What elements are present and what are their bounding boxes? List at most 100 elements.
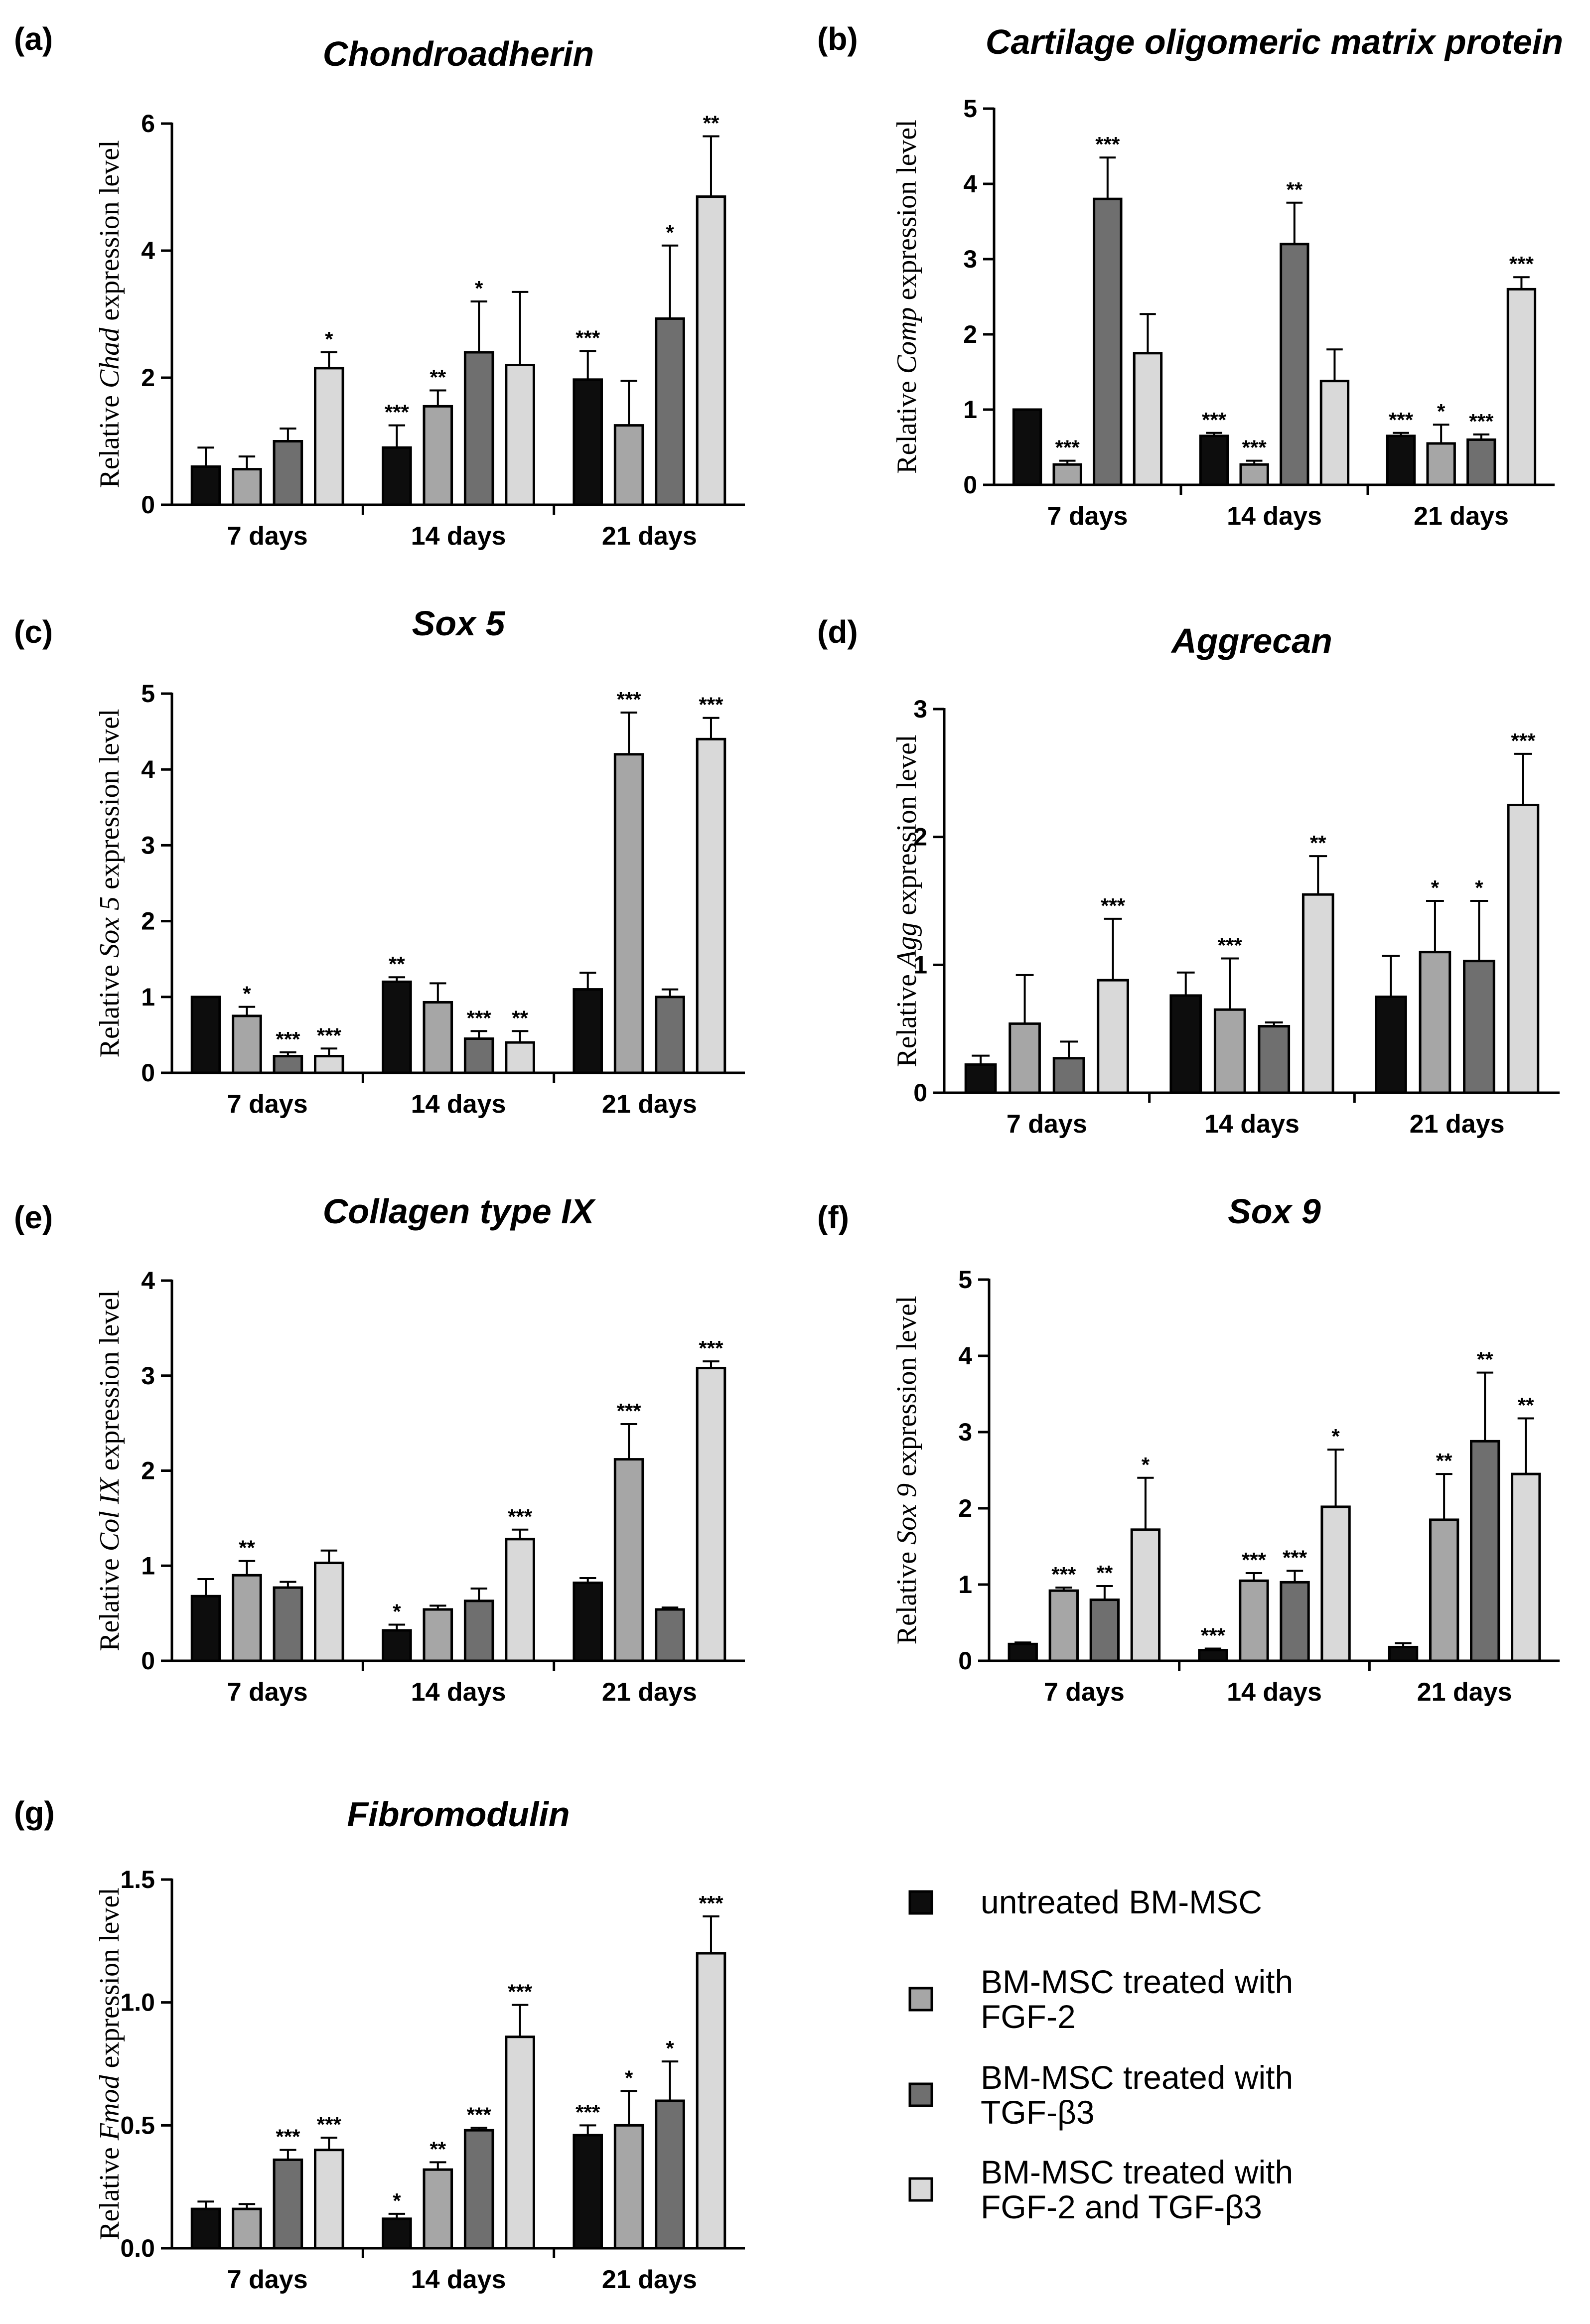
bar [1507,804,1540,1094]
y-axis-label-gene: Agg [891,922,922,969]
y-axis-label-suffix: expression level [891,734,922,922]
y-axis-label-suffix: expression level [94,140,125,327]
panel-letter: (d) [817,614,858,650]
legend-label: FGF-2 [981,1998,1076,2035]
bar [696,1366,726,1662]
y-tick-label: 0 [958,1647,972,1675]
bar [964,1063,997,1094]
bar [1426,442,1456,486]
x-tick-label: 14 days [1227,1678,1322,1707]
y-tick-label: 4 [141,755,155,783]
bar [1097,979,1129,1094]
bar [613,424,644,506]
significance-label: ** [512,1006,528,1029]
bar [314,2149,344,2250]
significance-label: *** [1101,894,1126,917]
significance-label: ** [1477,1348,1493,1371]
y-tick-label: 1.5 [120,1866,155,1893]
y-tick-label: 4 [963,170,977,198]
bar [613,1458,644,1662]
significance-label: *** [1218,934,1243,957]
bar [1511,1472,1541,1662]
significance-label: *** [699,693,723,717]
bar [1048,1589,1079,1662]
significance-label: *** [699,1891,723,1915]
bar [505,2035,535,2250]
y-axis-label-suffix: expression level [94,1888,125,2075]
bar [423,1608,453,1662]
y-axis-label: Relative Agg expression level [891,734,922,1067]
y-tick-label: 3 [913,695,927,723]
bar [232,1574,262,1662]
significance-label: * [325,327,333,351]
y-axis-label-gene: Chad [94,327,125,388]
bar [382,446,412,506]
bar [423,2168,453,2250]
panel-letter: (b) [817,21,858,57]
bar [613,753,644,1074]
chart-title: Fibromodulin [347,1795,570,1834]
y-tick-label: 4 [141,237,155,265]
x-tick-label: 7 days [1047,502,1128,531]
bar [655,1608,685,1662]
bar [382,1629,412,1662]
significance-label: * [1431,876,1440,899]
bar [1463,960,1495,1094]
bar [655,996,685,1074]
bar [1133,352,1163,486]
y-axis-label-gene: Sox 5 [94,896,125,958]
bar [1320,1505,1351,1662]
significance-label: ** [1518,1393,1534,1417]
significance-label: * [243,982,251,1006]
chart-panel-b: (b) Cartilage oligomeric matrix protein Re… [817,21,1563,531]
significance-label: ** [703,112,720,135]
y-axis-label: Relative Comp expression level [891,120,922,474]
x-tick-label: 7 days [227,522,308,551]
legend-label: BM-MSC treated with [981,1963,1293,2000]
y-tick-label: 1 [141,983,155,1011]
bar [463,1599,494,1662]
y-axis-label-prefix: Relative [94,958,125,1058]
y-tick-label: 6 [141,110,155,138]
significance-label: *** [317,1023,342,1047]
chart-title: Sox 5 [412,604,506,643]
significance-label: *** [576,2100,600,2124]
significance-label: *** [1283,1546,1307,1569]
y-axis-label-gene: Comp [891,307,922,374]
y-axis-label-prefix: Relative [94,1551,125,1651]
chart-panel-e: (e) Collagen type IX Relative Col IX expre… [14,1192,745,1707]
bar [1052,463,1082,486]
legend-swatch [908,1987,933,2012]
significance-label: *** [276,1027,300,1051]
legend-label: BM-MSC treated with [981,2059,1293,2096]
bar [1130,1528,1161,1662]
bar [190,465,221,506]
significance-label: ** [430,2137,446,2161]
bar [1012,408,1042,486]
y-tick-label: 5 [141,680,155,708]
bar [1093,197,1123,486]
chart-panel-d: (d) Aggrecan Relative Agg expression level… [817,614,1560,1139]
x-tick-label: 21 days [602,2265,697,2294]
y-tick-label: 0.5 [120,2111,155,2139]
bar [1213,1008,1246,1094]
bar [1052,1057,1085,1094]
bar [190,1595,221,1662]
x-tick-label: 21 days [1417,1678,1512,1707]
y-tick-label: 1.0 [120,1989,155,2017]
legend-item: untreated BM-MSC [908,1884,1262,1920]
significance-label: *** [1242,436,1267,459]
y-tick-label: 1 [963,396,977,424]
y-axis-label-prefix: Relative [891,1545,922,1645]
bar [463,2129,494,2250]
bar [190,2207,221,2250]
bar [505,1041,535,1074]
significance-label: *** [1511,729,1536,752]
bar [382,980,412,1074]
bar [314,1055,344,1074]
significance-label: ** [239,1536,255,1560]
chart-title: Sox 9 [1228,1192,1321,1231]
